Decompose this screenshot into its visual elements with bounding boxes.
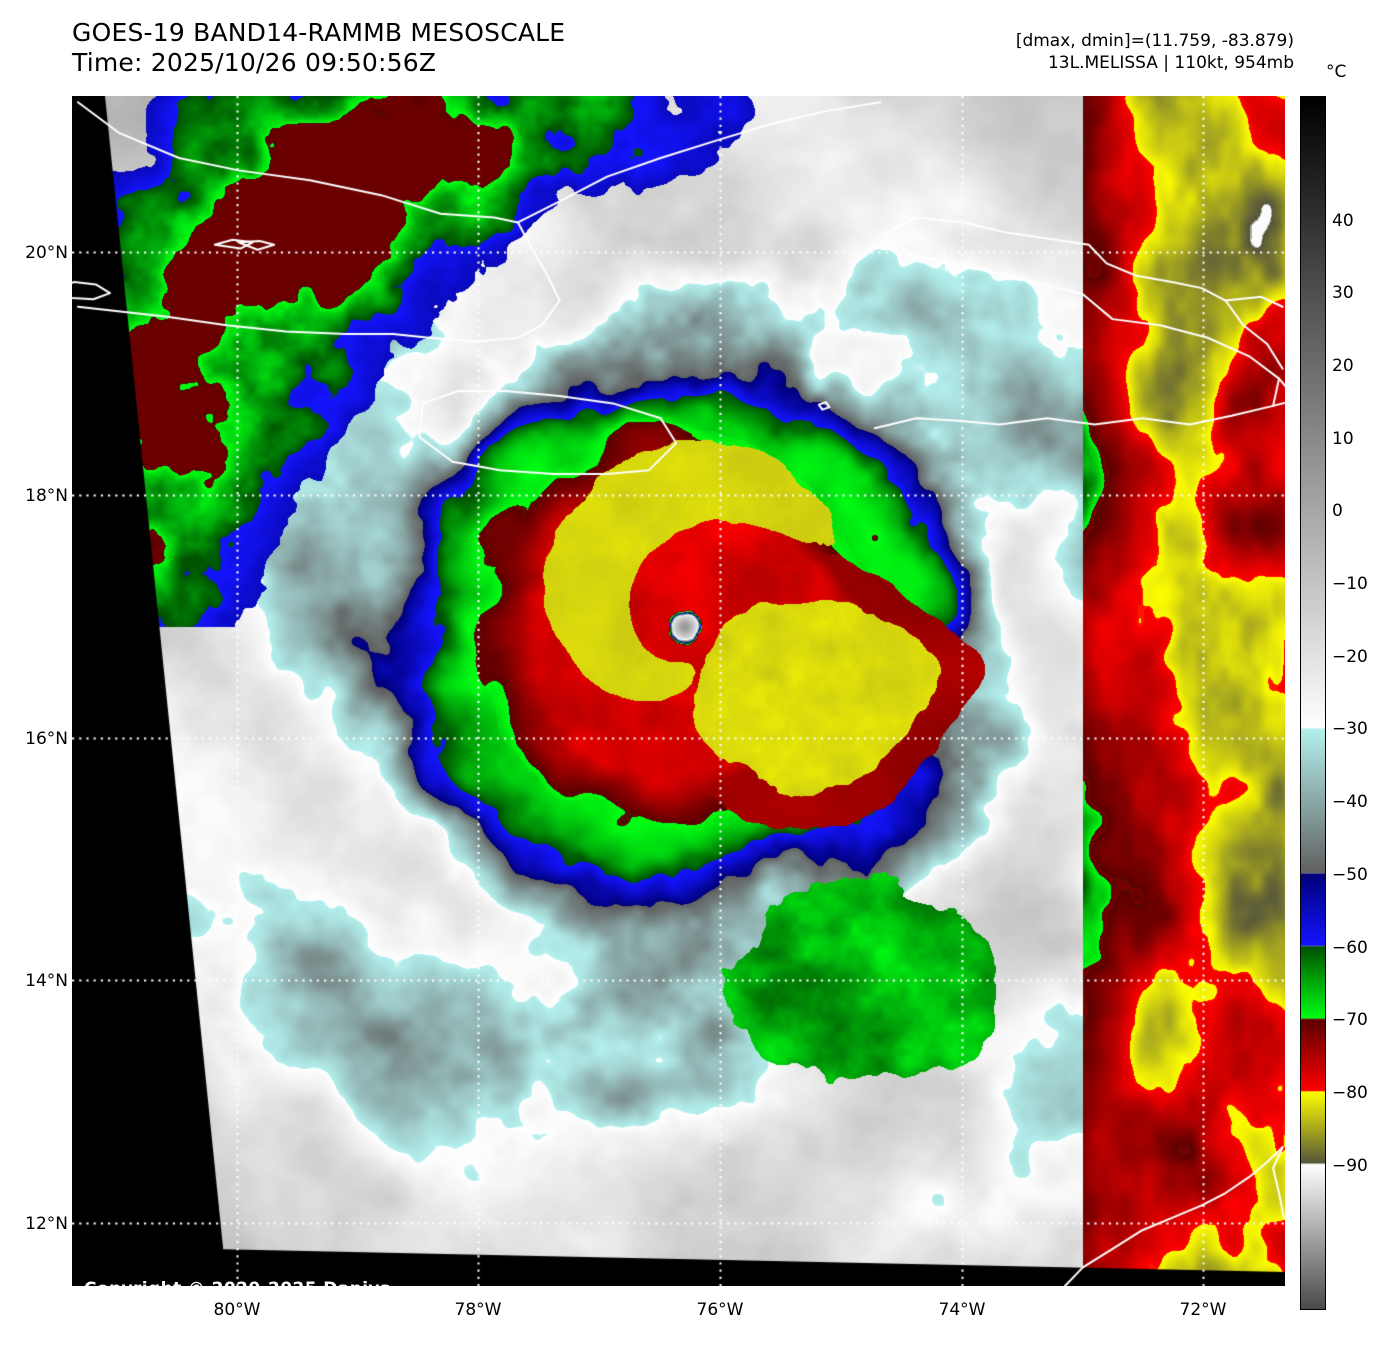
colorbar-tick-neg90: −90 (1332, 1155, 1368, 1176)
lat-tick-12N: 12°N (25, 1214, 68, 1234)
lat-tick-18N: 18°N (25, 486, 68, 506)
colorbar-tick-40: 40 (1332, 210, 1354, 231)
lon-tick-72W: 72°W (1179, 1300, 1227, 1320)
lat-tick-14N: 14°N (25, 971, 68, 991)
colorbar-tick-neg60: −60 (1332, 937, 1368, 958)
lon-tick-80W: 80°W (213, 1300, 261, 1320)
colorbar-tick-neg40: −40 (1332, 792, 1368, 813)
timestamp-line: Time: 2025/10/26 09:50:56Z (72, 48, 437, 77)
page-title: GOES-19 BAND14-RAMMB MESOSCALE (72, 18, 566, 47)
colorbar-tick-neg50: −50 (1332, 864, 1368, 885)
colorbar-tick-0: 0 (1332, 501, 1343, 522)
data-minmax-label: [dmax, dmin]=(11.759, -83.879) (1015, 31, 1294, 51)
colorbar-tick-10: 10 (1332, 428, 1354, 449)
colorbar-tick-neg10: −10 (1332, 574, 1368, 595)
colorbar-tick-30: 30 (1332, 283, 1354, 304)
colorbar-tick-20: 20 (1332, 355, 1354, 376)
colorbar-tick-neg70: −70 (1332, 1010, 1368, 1031)
satellite-image-plot (72, 96, 1285, 1286)
header-right-block: [dmax, dmin]=(11.759, -83.879) 13L.MELIS… (1016, 30, 1294, 74)
colorbar (1300, 96, 1326, 1310)
lat-tick-16N: 16°N (25, 729, 68, 749)
copyright-label: Copyright © 2020-2025 Dapiya (84, 1279, 392, 1299)
satellite-imagery-canvas (72, 96, 1285, 1286)
colorbar-tick-neg80: −80 (1332, 1082, 1368, 1103)
lat-tick-20N: 20°N (25, 243, 68, 263)
storm-info-label: 13L.MELISSA | 110kt, 954mb (1047, 53, 1294, 73)
colorbar-tick-neg30: −30 (1332, 719, 1368, 740)
lon-tick-74W: 74°W (938, 1300, 986, 1320)
colorbar-unit-label: °C (1326, 62, 1347, 82)
lon-tick-76W: 76°W (696, 1300, 744, 1320)
header-left-block: GOES-19 BAND14-RAMMB MESOSCALE Time: 202… (72, 18, 772, 78)
colorbar-tick-neg20: −20 (1332, 646, 1368, 667)
colorbar-gradient (1300, 96, 1326, 1310)
lon-tick-78W: 78°W (454, 1300, 502, 1320)
